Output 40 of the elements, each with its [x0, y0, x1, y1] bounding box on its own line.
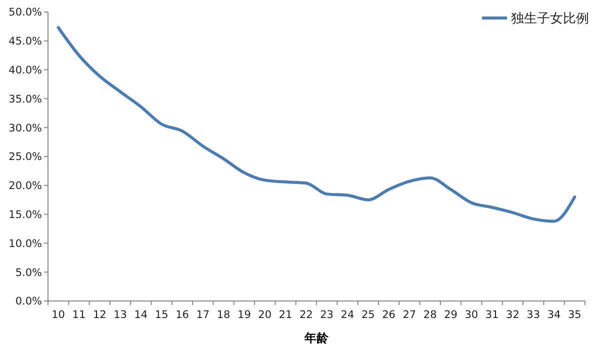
y-tick-label: 10.0% — [8, 238, 42, 250]
x-tick-label: 11 — [72, 309, 86, 321]
x-tick-label: 27 — [402, 309, 416, 321]
x-tick-label: 29 — [444, 309, 458, 321]
x-tick-label: 15 — [154, 309, 168, 321]
x-tick-label: 19 — [238, 309, 251, 321]
x-tick-label: 28 — [423, 309, 437, 321]
y-tick-label: 15.0% — [8, 208, 42, 221]
legend-label: 独生子女比例 — [511, 12, 589, 27]
x-tick-label: 17 — [196, 309, 210, 321]
y-tick-label: 45.0% — [8, 36, 42, 48]
x-tick-label: 12 — [92, 309, 106, 321]
x-tick-label: 26 — [382, 309, 396, 321]
x-tick-label: 24 — [340, 309, 354, 321]
x-tick-label: 21 — [278, 309, 292, 321]
y-tick-label: 30.0% — [8, 122, 42, 134]
x-tick-label: 20 — [258, 309, 272, 321]
x-tick-label: 18 — [216, 309, 230, 321]
y-tick-label: 25.0% — [8, 151, 42, 164]
x-tick-label: 32 — [506, 309, 520, 321]
y-tick-label: 0.0% — [15, 296, 42, 308]
x-tick-label: 16 — [176, 309, 190, 321]
y-tick-label: 20.0% — [8, 180, 42, 192]
y-tick-label: 35.0% — [8, 93, 42, 106]
y-tick-label: 5.0% — [15, 266, 42, 279]
line-series — [56, 26, 576, 223]
y-tick-label: 40.0% — [8, 64, 42, 76]
x-tick-label: 22 — [299, 309, 313, 321]
x-tick-label: 31 — [485, 309, 499, 321]
x-tick-label: 14 — [134, 309, 148, 321]
x-tick-label: 33 — [526, 309, 540, 321]
x-tick-label: 13 — [114, 309, 127, 321]
x-tick-label: 35 — [568, 309, 582, 321]
x-tick-label: 30 — [464, 309, 478, 321]
x-tick-label: 25 — [361, 309, 375, 321]
x-tick-label: 23 — [320, 309, 334, 321]
x-tick-label: 34 — [547, 309, 562, 321]
x-tick-label: 10 — [52, 309, 66, 321]
x-axis-title: 年龄 — [304, 331, 330, 345]
y-tick-label: 50.0% — [8, 6, 42, 19]
